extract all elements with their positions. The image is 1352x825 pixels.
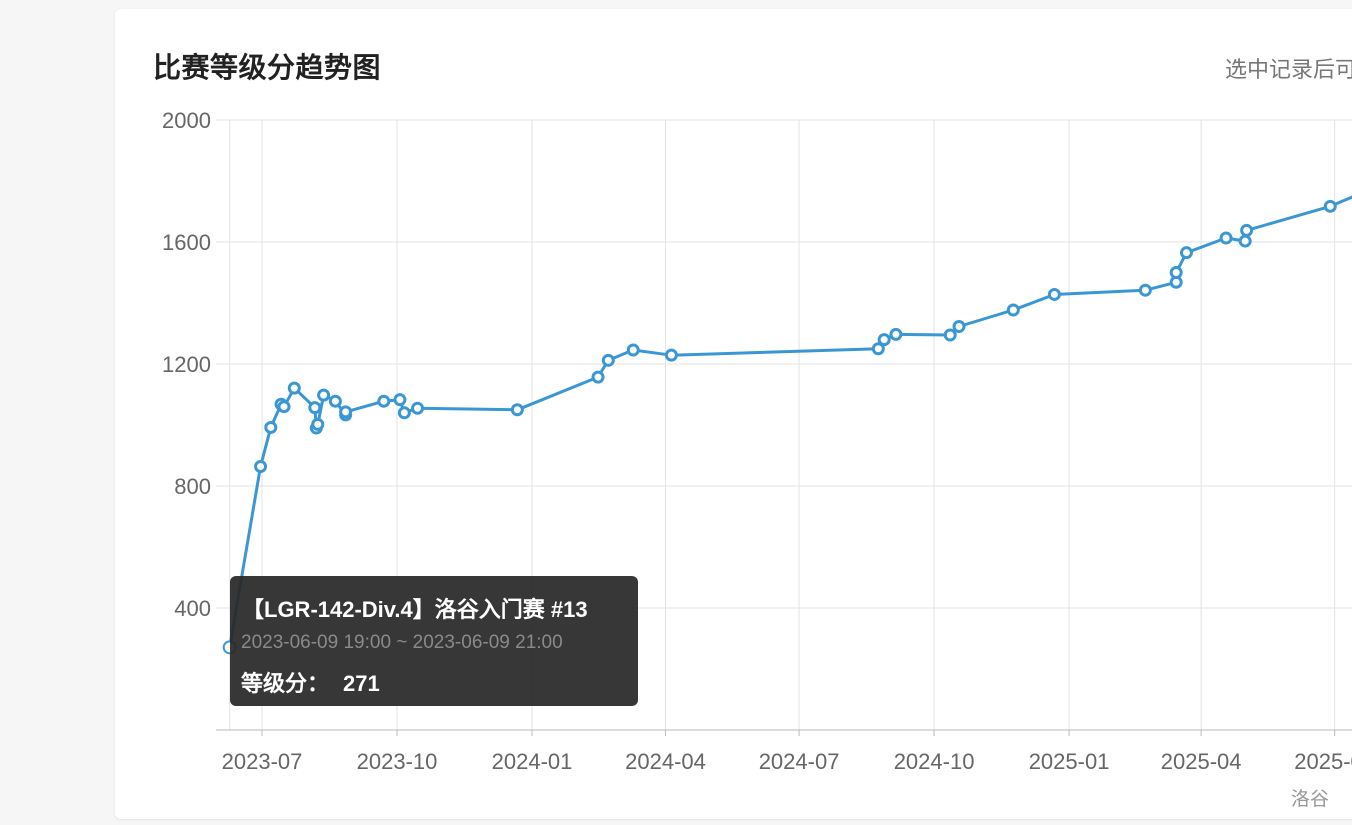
data-point[interactable] — [510, 403, 524, 417]
x-tick-label: 2023-10 — [357, 749, 438, 774]
data-point[interactable] — [397, 406, 411, 420]
data-point[interactable] — [1323, 199, 1337, 213]
data-point[interactable] — [1006, 303, 1020, 317]
data-point[interactable] — [952, 319, 966, 333]
data-point[interactable] — [311, 417, 325, 431]
data-point[interactable] — [626, 343, 640, 357]
chart-tooltip: 【LGR-142-Div.4】洛谷入门赛 #13 2023-06-09 19:0… — [230, 576, 638, 706]
data-point[interactable] — [664, 348, 678, 362]
data-point[interactable] — [1219, 231, 1233, 245]
tooltip-rating-label: 等级分： — [241, 671, 330, 696]
data-point[interactable] — [308, 401, 322, 415]
data-point[interactable] — [264, 420, 278, 434]
data-point[interactable] — [317, 388, 331, 402]
data-point[interactable] — [339, 405, 353, 419]
x-tick-label: 2025-04 — [1161, 749, 1242, 774]
x-tick-label: 2024-04 — [625, 749, 706, 774]
data-point[interactable] — [1047, 287, 1061, 301]
x-tick-label: 2025-07 — [1294, 749, 1352, 774]
data-point[interactable] — [411, 401, 425, 415]
data-point[interactable] — [1179, 246, 1193, 260]
x-tick-label: 2024-10 — [894, 749, 975, 774]
y-tick-label: 1600 — [162, 230, 211, 255]
data-point[interactable] — [254, 459, 268, 473]
x-tick-label: 2025-01 — [1029, 749, 1110, 774]
data-point[interactable] — [1138, 283, 1152, 297]
tooltip-rating-row: 等级分： 271 — [241, 666, 380, 698]
y-tick-label: 800 — [174, 474, 211, 499]
data-point[interactable] — [877, 333, 891, 347]
data-point[interactable] — [889, 327, 903, 341]
data-point[interactable] — [1169, 266, 1183, 279]
data-point[interactable] — [943, 328, 957, 342]
x-tick-label: 2023-07 — [222, 749, 303, 774]
tooltip-contest-time: 2023-06-09 19:00 ~ 2023-06-09 21:00 — [241, 632, 563, 653]
selection-hint: 选中记录后可 — [1225, 57, 1352, 82]
data-point[interactable] — [393, 393, 407, 407]
tooltip-contest-title: 【LGR-142-Div.4】洛谷入门赛 #13 — [242, 597, 588, 622]
data-point[interactable] — [1238, 234, 1252, 248]
data-point[interactable] — [328, 394, 342, 408]
data-point[interactable] — [601, 353, 615, 367]
data-point[interactable] — [591, 370, 605, 384]
data-point[interactable] — [1240, 223, 1254, 237]
data-point[interactable] — [871, 342, 885, 356]
data-point[interactable] — [287, 381, 301, 395]
source-label: 洛谷 — [1291, 789, 1330, 810]
tooltip-rating-value: 271 — [343, 671, 380, 696]
y-tick-label: 400 — [174, 596, 211, 621]
y-tick-label: 1200 — [162, 352, 211, 377]
chart-title: 比赛等级分趋势图 — [153, 52, 382, 83]
x-tick-label: 2024-01 — [492, 749, 573, 774]
data-point[interactable] — [277, 400, 291, 414]
x-tick-label: 2024-07 — [759, 749, 840, 774]
y-tick-label: 2000 — [162, 108, 211, 133]
data-point[interactable] — [377, 394, 391, 408]
